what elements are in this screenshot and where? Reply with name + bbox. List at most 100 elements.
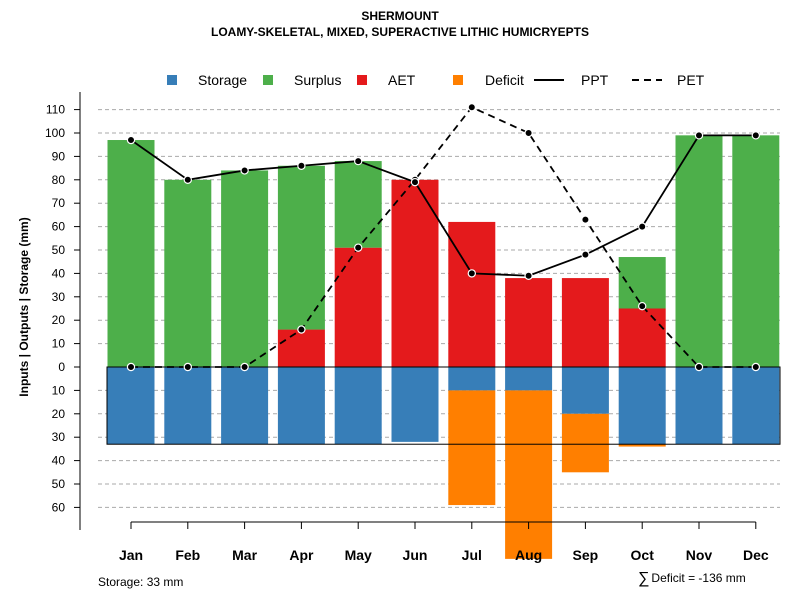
y-tick-label: 110 [46,103,65,117]
pet-point [751,362,761,372]
ppt-legend-label: PPT [581,72,609,88]
storage-capacity-box [106,366,781,445]
grid-lines [98,109,780,508]
x-tick-label: Feb [175,547,200,563]
y-tick-label: 50 [52,243,66,257]
ppt-point [354,156,363,166]
pet-point [581,215,590,224]
pet-point [354,243,363,252]
y-tick-label: 30 [52,430,66,444]
ppt-point [183,175,192,184]
aet-bar [618,308,666,367]
y-tick-label: 100 [45,126,65,140]
pet-point [297,325,306,334]
storage-bar [561,367,609,414]
ppt-point [240,166,249,175]
y-axis-label: Inputs | Outputs | Storage (mm) [17,217,31,396]
x-tick-label: Jun [403,547,428,563]
chart-title: SHERMOUNT [361,9,439,23]
y-tick-label: 30 [52,290,66,304]
deficit-legend-swatch [453,75,463,85]
x-tick-label: Oct [631,547,655,563]
y-tick-label: 70 [52,196,66,210]
x-tick-label: Jul [462,547,482,563]
surplus-bar [334,161,382,248]
axes: 6050403020100102030405060708090100110Jan… [17,92,769,563]
x-tick-label: Apr [289,547,314,563]
aet-legend-label: AET [388,72,416,88]
deficit-note: ∑ Deficit = -136 mm [638,570,746,588]
line-layer [126,103,761,372]
x-tick-label: Aug [515,547,542,563]
ppt-line [130,134,756,277]
deficit-legend-label: Deficit [485,72,524,88]
aet-bar [561,278,609,367]
pet-point [126,362,136,372]
surplus-bar [675,135,723,367]
aet-bar [391,179,439,367]
x-tick-label: Mar [232,547,257,563]
aet-legend-swatch [357,75,367,85]
ppt-point [638,222,647,231]
aet-bar [277,329,325,367]
storage-frame [106,366,781,445]
y-tick-label: 20 [52,313,66,327]
deficit-bar [505,390,553,559]
ppt-point [694,131,704,140]
y-tick-label: 80 [52,173,66,187]
y-tick-label: 60 [52,220,66,234]
x-tick-label: May [345,547,372,563]
storage-bar [391,367,439,442]
surplus-bar [618,257,666,309]
bar-layer [107,135,780,559]
surplus-bar [732,135,780,367]
y-tick-label: 40 [52,454,66,468]
aet-bar [334,247,382,367]
storage-bar [448,367,496,391]
y-tick-label: 20 [52,407,66,421]
pet-point [183,362,192,372]
x-tick-label: Jan [119,547,143,563]
pet-legend-label: PET [677,72,705,88]
storage-bar [505,367,553,391]
ppt-point [467,269,476,278]
storage-legend-swatch [167,75,177,85]
pet-point [694,362,704,372]
storage-bar [107,367,155,445]
y-tick-label: 0 [58,360,65,374]
storage-legend-label: Storage [198,72,247,88]
x-tick-label: Dec [743,547,769,563]
ppt-point [581,250,590,259]
storage-note: Storage: 33 mm [98,575,184,589]
storage-bar [732,367,780,445]
aet-bar [448,221,496,367]
storage-bar [675,367,723,445]
pet-point [240,362,249,372]
pet-point [524,128,533,138]
y-tick-label: 50 [52,477,66,491]
ppt-point [410,177,420,187]
surplus-legend-swatch [263,75,273,85]
storage-bar [164,367,212,445]
chart-subtitle: LOAMY-SKELETAL, MIXED, SUPERACTIVE LITHI… [210,25,590,39]
deficit-total: Deficit = -136 mm [651,571,746,585]
surplus-bar [164,179,212,367]
storage-bar [277,367,325,445]
storage-bar [334,367,382,445]
sum-icon: ∑ [638,570,650,587]
y-tick-label: 60 [52,500,66,514]
ppt-point [297,161,306,170]
ppt-point [524,271,533,280]
pet-line [131,106,756,368]
aet-bar [505,278,553,367]
storage-bar [221,367,269,445]
legend: Storage Surplus AET Deficit PPT PET [167,72,705,88]
pet-point [467,103,476,112]
y-tick-label: 10 [52,337,66,351]
y-tick-label: 40 [52,266,66,280]
storage-bar [618,367,666,445]
surplus-bar [277,165,325,330]
x-tick-label: Nov [686,547,713,563]
ppt-point [751,131,761,140]
